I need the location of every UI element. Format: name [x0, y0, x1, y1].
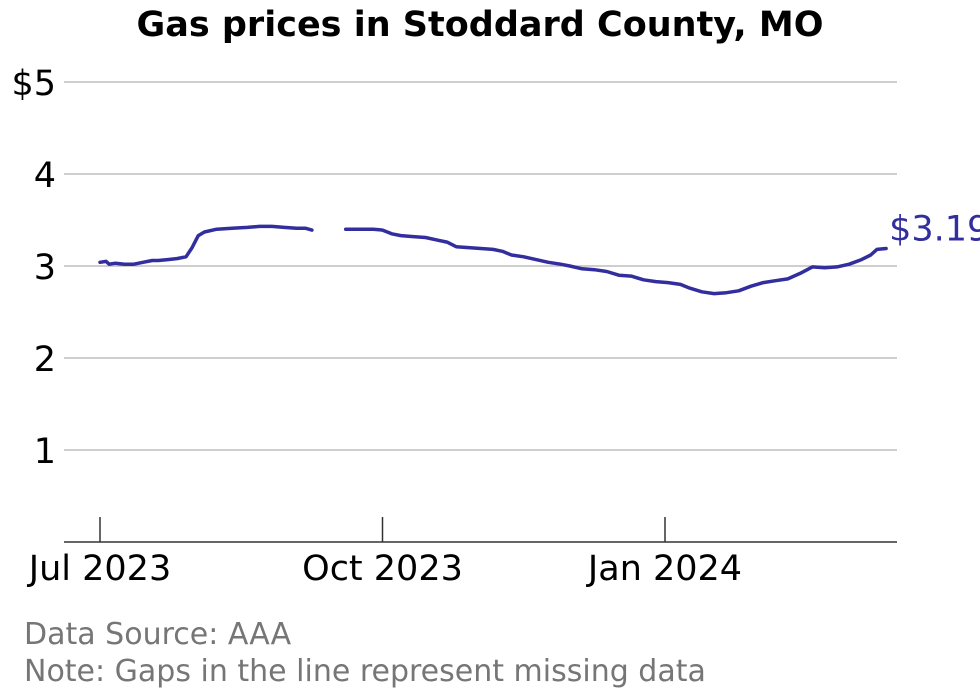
- price-series: [98, 224, 888, 296]
- last-value-label: $3.19: [889, 210, 980, 250]
- y-tick-label: 4: [34, 156, 56, 196]
- x-axis-tick-labels: Jul 2023 Oct 2023 Jan 2024: [27, 517, 742, 589]
- x-tick-label: Jul 2023: [27, 549, 171, 589]
- x-tick-label: Oct 2023: [302, 549, 463, 589]
- data-source-note: Data Source: AAA: [24, 617, 292, 652]
- x-tick-label: Jan 2024: [586, 549, 742, 589]
- y-tick-label: $5: [11, 64, 56, 104]
- y-tick-label: 1: [34, 432, 56, 472]
- series-line-segment: [98, 224, 314, 266]
- line-chart: 1 2 3 4 $5 Jul 2023 Oct 2023 Jan 2024 $3.19: [11, 64, 980, 589]
- gridlines: [64, 81, 897, 451]
- series-line-segment: [343, 227, 888, 296]
- last-value-annotation: $3.19: [889, 210, 980, 250]
- y-tick-label: 2: [34, 340, 56, 380]
- y-tick-label: 3: [34, 248, 56, 288]
- missing-data-note: Note: Gaps in the line represent missing…: [24, 654, 706, 689]
- chart-title: Gas prices in Stoddard County, MO: [136, 5, 824, 45]
- y-axis-tick-labels: 1 2 3 4 $5: [11, 64, 56, 472]
